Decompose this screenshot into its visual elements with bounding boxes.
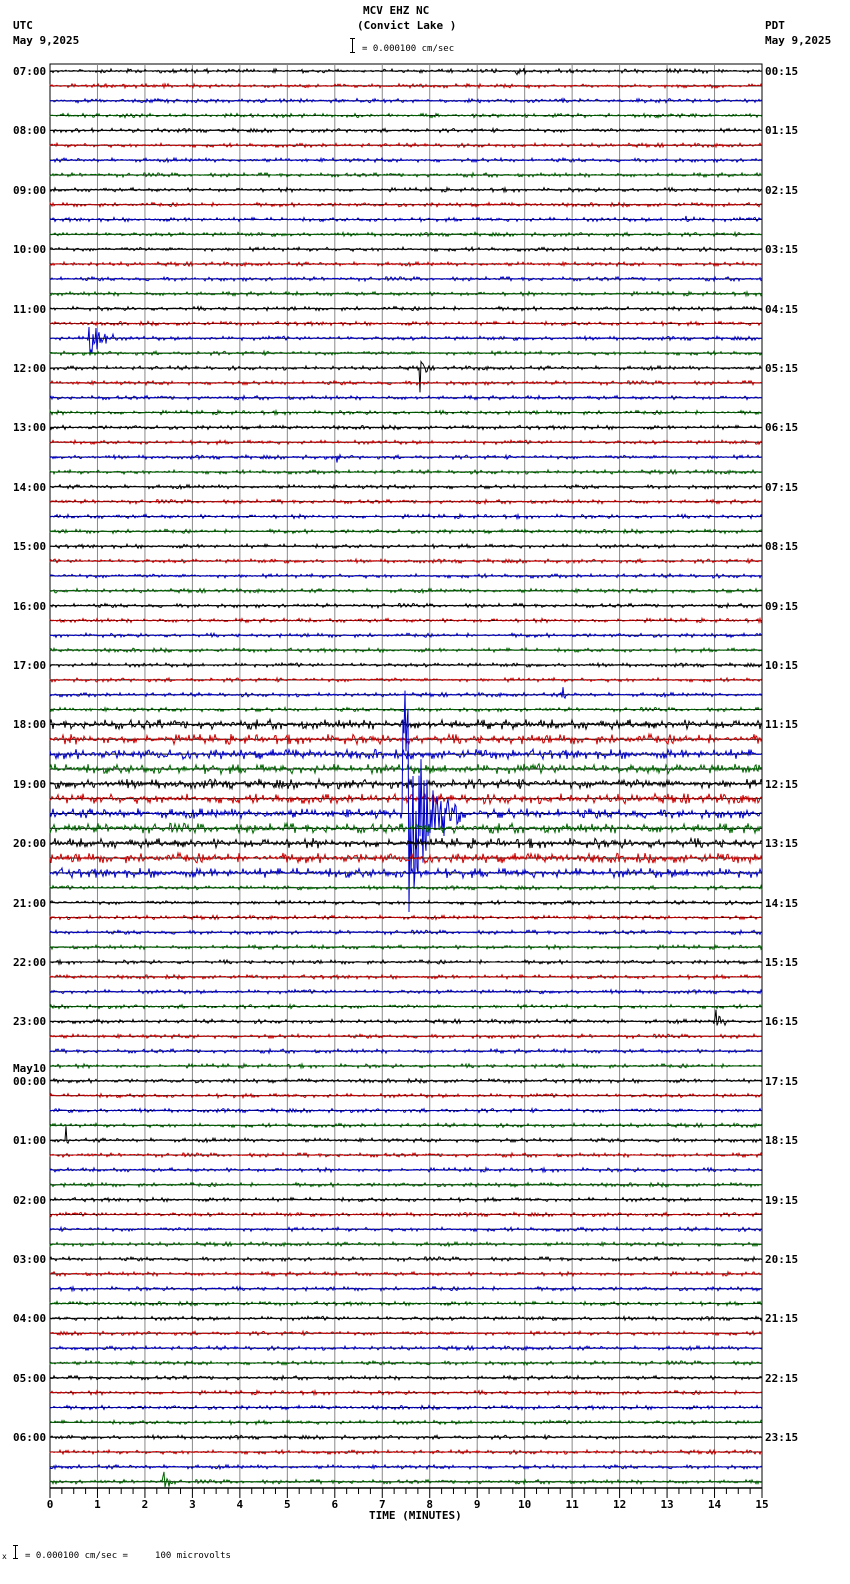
utc-hour-label: 17:00 [13,659,47,672]
svg-text:6: 6 [331,1498,338,1511]
svg-text:3: 3 [189,1498,196,1511]
pdt-hour-label: 06:15 [765,421,799,435]
pdt-hour-label: 15:15 [765,956,799,969]
utc-hour-label: 04:00 [13,1312,47,1326]
pdt-hour-label: 17:15 [765,1074,799,1088]
svg-text:4: 4 [237,1498,244,1511]
pdt-hour-label: 23:15 [765,1431,799,1445]
svg-text:14: 14 [708,1498,722,1511]
station-title: MCV EHZ NC [363,4,430,17]
pdt-hour-label: 07:15 [765,480,799,494]
utc-hour-label: 21:00 [13,896,47,910]
utc-hour-label: 16:00 [13,599,47,613]
utc-hour-label: 03:00 [13,1253,47,1266]
utc-hour-label: 09:00 [13,183,47,197]
utc-date-label: May10 [13,1061,47,1075]
pdt-hour-label: 03:15 [765,243,799,257]
svg-text:12: 12 [613,1498,626,1511]
pdt-hour-label: 20:15 [765,1253,799,1266]
pdt-hour-label: 12:15 [765,777,799,791]
left-timezone: UTC [13,19,33,32]
pdt-hour-label: 05:15 [765,362,799,375]
utc-hour-label: 08:00 [13,124,47,138]
svg-text:8: 8 [426,1498,433,1511]
utc-hour-label: 11:00 [13,302,47,316]
footer-scale-bar-icon [13,1545,18,1559]
svg-text:0: 0 [47,1498,54,1511]
utc-hour-label: 00:00 [13,1074,47,1088]
utc-hour-label: 13:00 [13,421,47,435]
utc-hour-label: 05:00 [13,1371,47,1385]
pdt-hour-label: 19:15 [765,1193,799,1207]
pdt-hour-label: 22:15 [765,1371,799,1385]
pdt-hour-label: 18:15 [765,1134,799,1148]
pdt-hour-label: 16:15 [765,1015,799,1029]
pdt-hour-label: 00:15 [765,65,799,78]
footer-scale-label: = 0.000100 cm/sec = 100 microvolts [25,1551,231,1561]
scale-label: = 0.000100 cm/sec [362,44,455,54]
right-timezone: PDT [765,19,785,32]
utc-hour-label: 01:00 [13,1134,47,1148]
utc-hour-label: 14:00 [13,480,47,494]
pdt-hour-label: 10:15 [765,659,799,672]
svg-text:1: 1 [94,1498,101,1511]
x-axis-title: TIME (MINUTES) [369,1509,462,1522]
pdt-hour-label: 13:15 [765,837,799,851]
pdt-hour-label: 11:15 [765,718,799,732]
scale-bar-icon [350,38,355,53]
utc-hour-label: 23:00 [13,1015,47,1029]
pdt-hour-label: 04:15 [765,302,799,316]
utc-hour-label: 15:00 [13,540,47,554]
utc-hour-label: 19:00 [13,777,47,791]
pdt-hour-label: 01:15 [765,124,799,138]
utc-hour-label: 06:00 [13,1431,47,1445]
utc-hour-label: 20:00 [13,837,47,851]
utc-hour-label: 02:00 [13,1193,47,1207]
pdt-hour-label: 08:15 [765,540,799,554]
right-date: May 9,2025 [765,34,832,47]
svg-text:2: 2 [142,1498,149,1511]
footer-marker: x [2,1552,7,1561]
svg-text:11: 11 [566,1498,580,1511]
pdt-hour-label: 14:15 [765,896,799,910]
utc-hour-label: 07:00 [13,65,47,78]
station-location: (Convict Lake ) [357,19,457,32]
utc-hour-label: 22:00 [13,956,47,969]
utc-hour-label: 18:00 [13,718,47,732]
utc-hour-label: 10:00 [13,243,47,257]
left-date: May 9,2025 [13,34,80,47]
svg-text:9: 9 [474,1498,481,1511]
utc-hour-label: 12:00 [13,362,47,375]
svg-text:5: 5 [284,1498,291,1511]
svg-text:7: 7 [379,1498,386,1511]
pdt-hour-label: 02:15 [765,183,799,197]
svg-text:15: 15 [755,1498,768,1511]
svg-text:13: 13 [660,1498,673,1511]
svg-text:10: 10 [518,1498,531,1511]
pdt-hour-label: 21:15 [765,1312,799,1326]
pdt-hour-label: 09:15 [765,599,799,613]
